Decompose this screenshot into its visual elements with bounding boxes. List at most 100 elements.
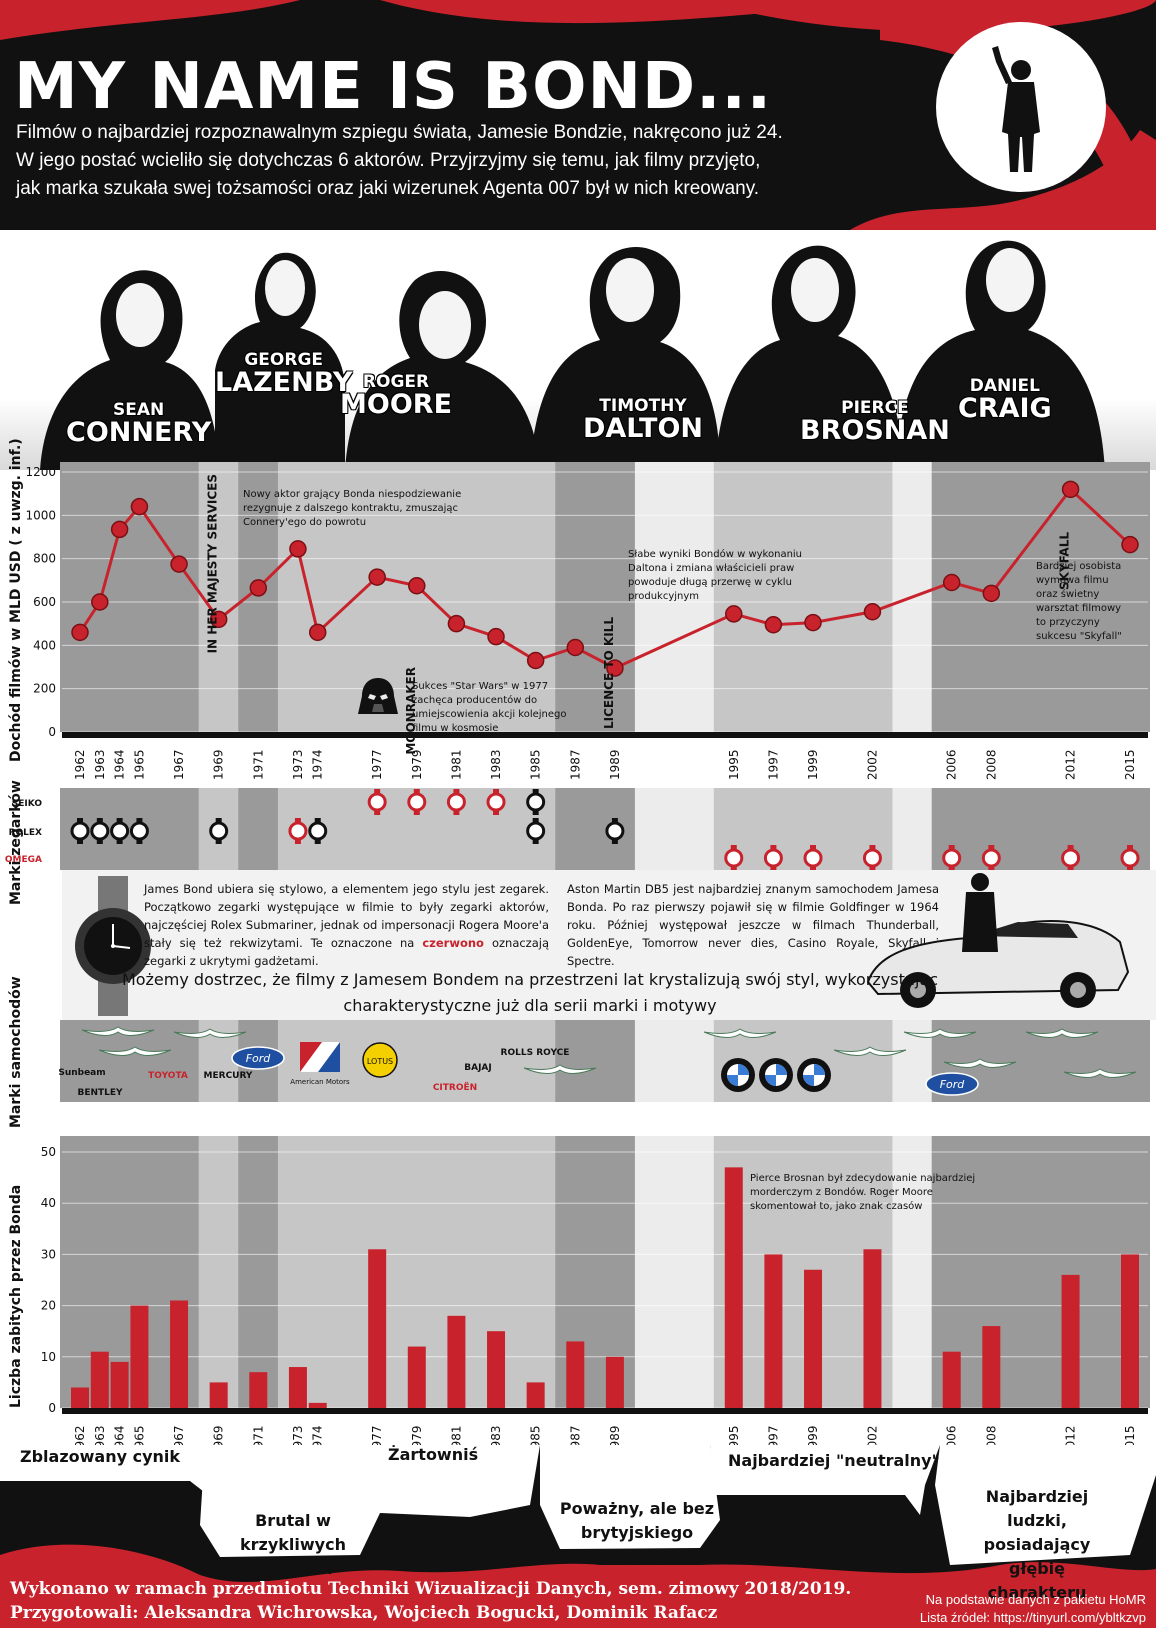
- aston-martin-logo: [833, 1046, 907, 1056]
- actor-first-name: GEORGE: [244, 350, 324, 370]
- income-point: [71, 623, 89, 642]
- era-band: [238, 1136, 279, 1408]
- watch-strap: [810, 845, 817, 849]
- x-tick-label: 1969: [212, 749, 226, 780]
- bond-type-2: Brutal w krzykliwych ciuchach: [240, 1511, 346, 1578]
- cars-strip: Sunbeam BENTLEY TOYOTA MERCURY Ford American …: [58, 1020, 1150, 1102]
- watch-strap: [374, 811, 381, 815]
- income-point: [942, 573, 961, 592]
- source-link[interactable]: Lista źródeł: https://tinyurl.com/ybltkz…: [919, 1610, 1146, 1625]
- car-logo-toyota: TOYOTA: [148, 1071, 188, 1081]
- watch-strap: [1067, 845, 1074, 849]
- income-chart: 0 200 400 600 800 1000 1200 IN HER MAJESTY SERV…: [25, 462, 1150, 780]
- x-tick-label: 2012: [1064, 749, 1078, 780]
- y-tick-label: 600: [33, 595, 56, 609]
- income-point: [606, 659, 624, 677]
- watch-brand-omega: OMEGA: [5, 855, 42, 865]
- watch-brand-seiko: SEIKO: [12, 799, 43, 809]
- watch-strap: [948, 867, 955, 870]
- bond-type-bubbles: [0, 1445, 1156, 1628]
- era-band: [713, 788, 893, 870]
- watch-strap: [314, 840, 321, 844]
- x-tick-label: 1989: [608, 749, 622, 780]
- bond-type-5: Najbardziej "neutralny": [728, 1451, 940, 1470]
- watch-icon: [90, 821, 110, 841]
- watch-strap: [1127, 867, 1133, 870]
- watch-icon: [367, 792, 387, 812]
- kills-bar: [368, 1249, 387, 1408]
- watch-strap: [136, 818, 143, 822]
- watch-strap: [493, 811, 500, 815]
- watch-icon: [308, 821, 328, 841]
- car-logo-bajaj: BAJAJ: [464, 1063, 492, 1073]
- kills-bar: [863, 1249, 882, 1408]
- car-logo-ford: [925, 1072, 979, 1096]
- x-tick-label: 1974: [311, 749, 325, 780]
- x-tick-label: 1964: [113, 749, 127, 780]
- watch-strap: [413, 811, 420, 815]
- watch-strap: [948, 845, 955, 849]
- kills-bar: [90, 1351, 109, 1408]
- watch-strap: [770, 867, 777, 870]
- watch-brand-rolex: ROLEX: [9, 828, 42, 838]
- y-tick-label: 50: [41, 1145, 56, 1159]
- watch-strap: [988, 867, 995, 870]
- era-band: [931, 788, 1150, 870]
- watch-icon: [1061, 848, 1081, 868]
- watch-strap: [770, 845, 777, 849]
- info-conclusion: Możemy dostrzec, że filmy z Jamesem Bond…: [121, 970, 939, 1015]
- watch-icon: [70, 821, 90, 841]
- income-point: [209, 610, 228, 629]
- watch-icon: [605, 821, 625, 841]
- income-point: [249, 579, 268, 597]
- kills-bar: [288, 1367, 307, 1408]
- intro-line-3: jak marka szukała swej tożsamości oraz j…: [16, 178, 760, 199]
- watch-strap: [532, 818, 539, 822]
- actor-label-dalton: TIMOTHY DALTON: [583, 398, 704, 444]
- watch-icon: [1120, 848, 1140, 868]
- actor-label-moore: ROGER MOORE: [340, 374, 452, 419]
- x-tick-label: 1977: [370, 749, 384, 780]
- era-band: [198, 462, 239, 732]
- watch-strap: [532, 840, 539, 844]
- aston-martin-logo: [1025, 1028, 1099, 1038]
- watch-strap: [116, 840, 123, 844]
- watch-strap: [314, 818, 321, 822]
- car-logo-lotus: [362, 1042, 398, 1078]
- income-point: [91, 593, 109, 611]
- actors-band: SEAN CONNERY GEORGE LAZENBY ROGER MOORE TIM…: [0, 230, 1156, 470]
- actor-first-name: SEAN: [113, 400, 165, 420]
- aston-martin-logo: [98, 1046, 172, 1056]
- income-point: [487, 627, 505, 646]
- kills-bar: [724, 1167, 743, 1408]
- watch-strap: [532, 789, 539, 793]
- watch-icon: [763, 848, 783, 868]
- bond-silhouette-icon: [992, 46, 1040, 172]
- footer: Zblazowany cynik Brutal w krzykliwych ci…: [0, 1445, 1156, 1628]
- x-tick-label: 1973: [291, 749, 305, 780]
- y-tick-label: 800: [33, 552, 56, 566]
- income-point: [1061, 480, 1080, 499]
- bmw-quadrant: [803, 1075, 814, 1086]
- header: MY NAME IS BOND... Filmów o najbardziej …: [0, 0, 1156, 260]
- era-band: [555, 462, 635, 732]
- watch-strap: [611, 818, 618, 822]
- kills-bar: [566, 1341, 585, 1408]
- x-tick-label: 1987: [568, 749, 582, 780]
- kills-bar: [526, 1382, 545, 1408]
- era-band: [60, 462, 200, 732]
- intro-line-1: Filmów o najbardziej rozpoznawalnym szpi…: [16, 122, 783, 143]
- watch-strap: [730, 867, 737, 870]
- watch-icon: [446, 792, 466, 812]
- income-point: [308, 623, 327, 642]
- y-tick-label: 0: [48, 725, 56, 739]
- bond-type-1: Zblazowany cynik: [20, 1447, 181, 1466]
- actor-last-name: DALTON: [583, 413, 704, 444]
- y-tick-label: 400: [33, 638, 56, 652]
- income-point: [368, 568, 386, 586]
- x-axis-line: [62, 1408, 1148, 1414]
- actor-last-name: CRAIG: [958, 393, 1052, 424]
- kills-bar: [209, 1382, 228, 1408]
